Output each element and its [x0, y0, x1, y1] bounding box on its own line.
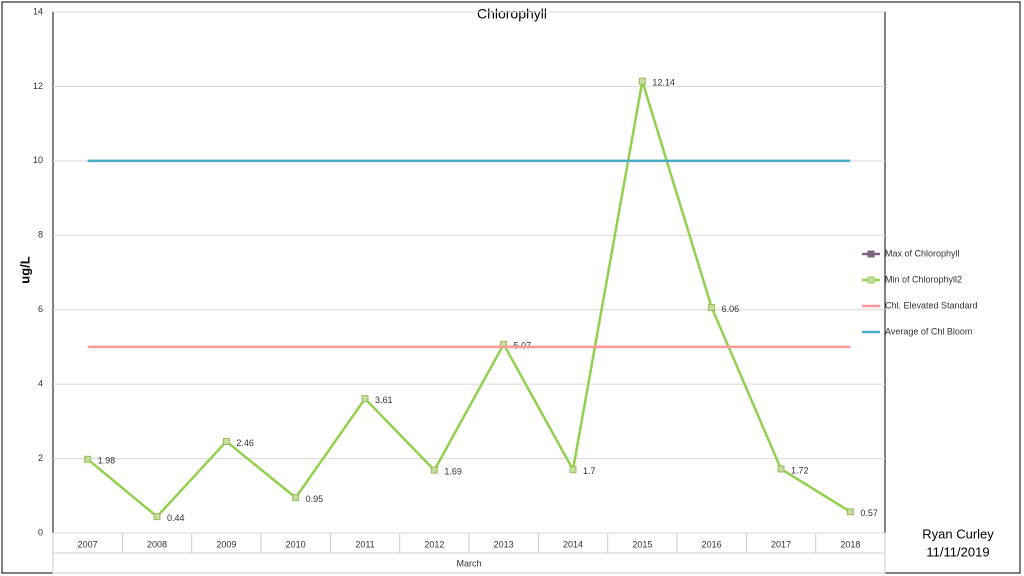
y-tick-label: 2	[38, 453, 43, 463]
x-tick-label: 2007	[78, 539, 98, 549]
x-tick-label: 2008	[147, 539, 167, 549]
data-label: 1.98	[98, 456, 116, 466]
data-point	[222, 437, 230, 445]
data-point	[292, 494, 300, 502]
data-point	[846, 508, 854, 516]
data-label: 0.57	[860, 508, 878, 518]
data-label: 12.14	[652, 78, 675, 88]
x-tick-label: 2014	[563, 539, 583, 549]
x-tick-label: 2017	[771, 539, 791, 549]
y-tick-label: 14	[33, 6, 43, 16]
y-tick-label: 12	[33, 81, 43, 91]
y-axis-label: ug/L	[17, 256, 32, 283]
data-label: 1.7	[583, 466, 596, 476]
chart-title: Chlorophyll	[477, 6, 547, 22]
legend-label: Max of Chlorophyll	[885, 248, 960, 258]
data-label: 3.61	[375, 395, 393, 405]
x-tick-label: 2018	[840, 539, 860, 549]
data-label: 2.46	[236, 438, 254, 448]
data-point	[777, 465, 785, 473]
y-tick-label: 6	[38, 304, 43, 314]
data-point	[708, 303, 716, 311]
x-tick-label: 2009	[216, 539, 236, 549]
x-tick-label: 2012	[424, 539, 444, 549]
x-tick-label: 2015	[632, 539, 652, 549]
legend-label: Average of Chl Bloom	[885, 326, 972, 336]
data-point	[84, 455, 92, 463]
y-tick-label: 0	[38, 527, 43, 537]
plot-frame	[52, 11, 886, 534]
y-tick-label: 8	[38, 230, 43, 240]
data-point	[569, 466, 577, 474]
data-label: 6.06	[722, 304, 740, 314]
y-tick-label: 10	[33, 155, 43, 165]
legend-marker	[867, 276, 875, 284]
data-point	[361, 395, 369, 403]
series-line	[86, 80, 851, 519]
author: Ryan Curley	[922, 526, 994, 541]
x-tick-label: 2016	[702, 539, 722, 549]
data-point	[153, 513, 161, 521]
data-label: 0.95	[306, 494, 324, 504]
data-label: 1.72	[791, 465, 809, 475]
data-point	[430, 466, 438, 474]
data-point	[638, 77, 646, 85]
date: 11/11/2019	[926, 544, 989, 559]
legend-marker	[867, 250, 875, 258]
data-label: 0.44	[167, 513, 185, 523]
legend-label: Min of Chlorophyll2	[885, 274, 962, 284]
x-tick-label: 2013	[494, 539, 514, 549]
x-axis-label: March	[456, 558, 481, 568]
x-tick-label: 2011	[355, 539, 374, 549]
data-label: 1.69	[444, 466, 462, 476]
x-tick-label: 2010	[286, 539, 306, 549]
legend-label: Chl. Elevated Standard	[885, 300, 978, 310]
y-tick-label: 4	[38, 379, 43, 389]
